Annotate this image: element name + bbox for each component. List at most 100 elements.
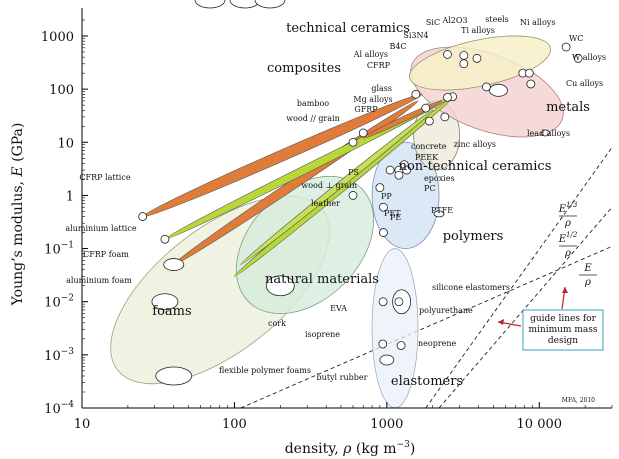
material-label: CFRP foam — [83, 250, 129, 259]
material-bubble-ni-alloys — [524, 68, 534, 78]
material-label: zinc alloys — [454, 140, 496, 149]
material-bubble-pe — [379, 202, 388, 212]
material-label: PE — [390, 213, 401, 222]
material-label: GFRP — [354, 105, 378, 114]
material-bubble-bamboo — [358, 128, 368, 138]
material-label: wood ⊥ grain — [301, 181, 357, 190]
x-tick-label: 100 — [222, 417, 247, 432]
material-label: PEEK — [415, 153, 439, 162]
material-label: SiC — [426, 18, 440, 27]
guide-note-line: guide lines for — [530, 314, 596, 324]
y-tick-text: 10 — [57, 136, 74, 151]
material-bubble-cfrp — [411, 89, 421, 99]
material-label: B4C — [389, 42, 406, 51]
y-tick-mantissa: 10 — [44, 349, 61, 364]
y-tick-label: 10−3 — [44, 347, 74, 364]
material-bubble-wood-grain — [348, 137, 358, 147]
guide-label-denominator-1: ρ — [564, 218, 571, 229]
y-tick-label: 10−1 — [44, 241, 74, 258]
material-label: leather — [311, 199, 340, 208]
material-label: steels — [485, 15, 508, 24]
material-label: PP — [381, 192, 392, 201]
material-label: CFRP — [367, 61, 391, 70]
y-tick-text: 1 — [66, 189, 74, 204]
guide-label-numerator: E — [558, 234, 567, 245]
material-label: Si3N4 — [403, 31, 428, 40]
material-bubble-aluminium-foam — [151, 293, 179, 311]
material-label: epoxies — [424, 174, 455, 183]
y-tick-exponent: −1 — [61, 241, 74, 251]
y-tick-label: 10−2 — [44, 294, 74, 311]
y-tick-text: 100 — [49, 83, 74, 98]
guide-line-3 — [240, 245, 613, 409]
y-axis-title-prefix: Young’s modulus, — [10, 177, 26, 307]
x-axis-title-prefix: density, — [285, 441, 344, 457]
family-label: technical ceramics — [286, 21, 410, 36]
material-bubble-lead-alloys — [541, 129, 550, 137]
material-bubble-w-alloys — [573, 53, 583, 63]
material-label: isoprene — [305, 330, 340, 339]
material-bubble-gfrp — [424, 116, 434, 126]
material-label: Mg alloys — [353, 95, 392, 104]
material-label: polyurethane — [419, 306, 473, 315]
material-label: neoprene — [418, 339, 457, 348]
material-bubble-cfrp-foam — [163, 258, 185, 271]
material-bubble-ps — [385, 165, 395, 175]
material-label: PC — [424, 184, 436, 193]
guide-note-line: design — [548, 336, 578, 346]
guide-note-arrowhead-up — [562, 287, 568, 293]
y-tick-exponent: −4 — [61, 400, 75, 410]
foam-bubble-1 — [194, 0, 226, 9]
material-label: WC — [569, 34, 583, 43]
y-tick-mantissa: 10 — [44, 243, 61, 258]
material-bubble-cu-alloys — [526, 79, 536, 89]
material-bubble-zinc-alloys — [489, 83, 508, 97]
material-bubble-glass — [443, 92, 452, 102]
material-label: Ti alloys — [461, 26, 495, 35]
material-label: Al2O3 — [441, 16, 467, 25]
guide-note-line: minimum mass — [529, 325, 598, 335]
material-bubble-wood-grain — [348, 191, 358, 200]
y-tick-label: 10−4 — [44, 400, 74, 417]
x-tick-label: 1000 — [370, 417, 403, 432]
x-axis-title-unit: (kg m — [351, 441, 396, 457]
y-axis-title-unit: (GPa) — [10, 123, 26, 167]
material-label: Al alloys — [353, 50, 388, 59]
guide-label-numerator: E — [558, 204, 567, 215]
material-bubble-cfrp-lattice — [138, 212, 148, 221]
material-bubbles — [138, 0, 583, 386]
y-tick-label: 100 — [49, 83, 74, 98]
family-label: polymers — [443, 229, 504, 244]
x-tick-label: 10 000 — [517, 417, 563, 432]
x-axis-title-close: ) — [410, 441, 415, 457]
material-bubble-isoprene — [378, 339, 388, 349]
material-label: Ni alloys — [520, 18, 555, 27]
material-bubble-flexible-polymer-foams — [155, 366, 193, 386]
material-label: concrete — [411, 142, 447, 151]
material-bubble-pc — [394, 170, 404, 180]
guide-label-2: E1/2 — [558, 231, 578, 245]
family-label: foams — [152, 304, 191, 319]
material-bubble-neoprene — [396, 341, 406, 350]
y-tick-exponent: −3 — [61, 347, 75, 357]
material-label: W alloys — [572, 53, 606, 62]
x-axis-title-exponent: −3 — [397, 440, 411, 450]
streak-wood — [240, 109, 434, 265]
material-bubble-sic — [459, 51, 469, 60]
y-tick-text: 1000 — [41, 30, 74, 45]
material-bubble-ti-alloys — [482, 82, 491, 92]
chart-labels: WC W alloys Cu alloys lead alloys zinc alloy… — [65, 15, 606, 404]
material-bubble-aluminium-lattice — [160, 234, 170, 244]
material-bubble-si3n4 — [459, 59, 469, 69]
y-axis-title: Young’s modulus, E (GPa) — [10, 123, 26, 307]
family-label: natural materials — [265, 272, 379, 287]
material-label: aluminium lattice — [65, 224, 136, 233]
material-label: aluminium foam — [66, 276, 132, 285]
guide-line-1 — [425, 147, 613, 409]
material-label: flexible polymer foams — [219, 366, 311, 375]
family-label: non-technical ceramics — [399, 159, 552, 174]
material-label: PTFE — [431, 206, 453, 215]
material-bubble-b4c — [443, 50, 452, 59]
